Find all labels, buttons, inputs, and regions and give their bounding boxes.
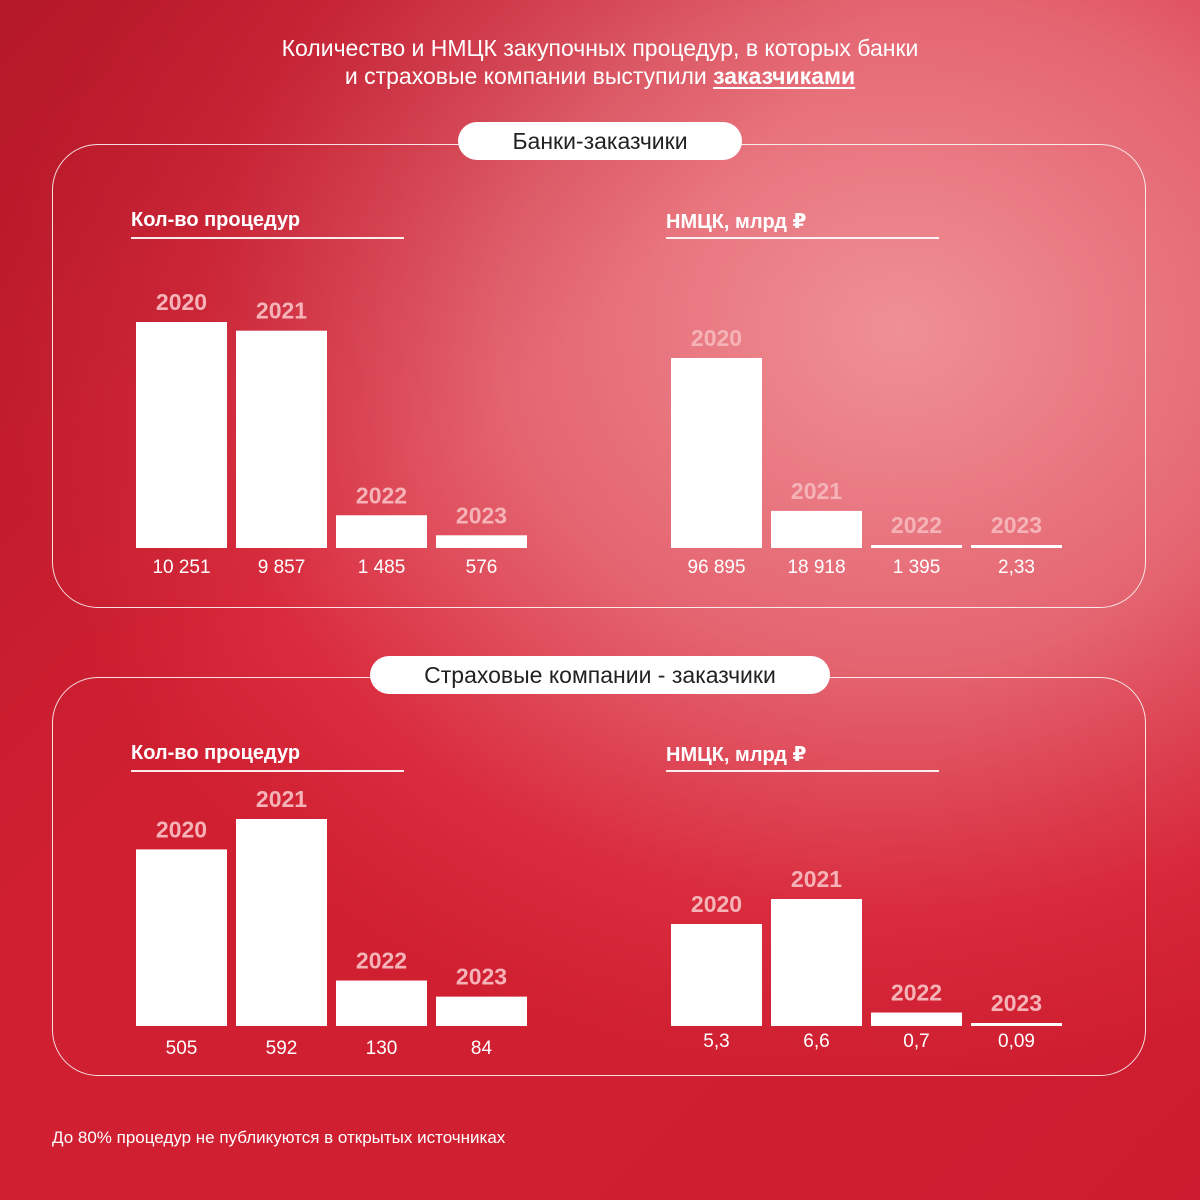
bar-year-label: 2020 [691,891,742,917]
bar-value-label: 576 [466,557,498,578]
bar-year-label: 2021 [256,298,307,324]
bar-year-label: 2021 [256,786,307,812]
banks-nmck-chart: 2020 96 895 2021 18 918 2022 1 395 2023 2,33 [671,325,1062,578]
bar-value-label: 1 395 [893,557,941,578]
bar-value-label: 5,3 [703,1031,729,1052]
bar-2022 [336,980,427,1026]
bar-value-label: 96 895 [687,557,745,578]
page-title-line2: и страховые компании выступили заказчика… [0,62,1200,90]
bar-year-label: 2020 [691,325,742,351]
bar-value-label: 130 [366,1038,398,1059]
bar-year-label: 2023 [456,964,507,990]
bar-value-label: 6,6 [803,1031,829,1052]
bar-value-label: 84 [471,1038,493,1059]
bar-value-label: 592 [266,1038,298,1059]
bar-2020 [671,358,762,548]
bar-year-label: 2020 [156,289,207,315]
chart-title: Кол-во процедур [131,209,301,231]
bar-value-label: 1 485 [358,557,406,578]
bar-year-label: 2021 [791,866,842,892]
chart-title-rule [131,237,404,239]
bar-2020 [671,924,762,1026]
bar-value-label: 2,33 [998,557,1035,578]
insurance-nmck-chart: 2020 5,3 2021 6,6 2022 0,7 2023 0,09 [671,866,1062,1052]
bar-2023 [971,545,1062,548]
chart-title-rule [666,770,939,772]
bar-2022 [871,1012,962,1026]
banks-procedures-chart: 2020 10 251 2021 9 857 2022 1 485 2023 576 [136,289,527,578]
bar-value-label: 0,7 [903,1031,929,1052]
insurance-procedures-chart: 2020 505 2021 592 2022 130 2023 84 [136,786,527,1059]
bar-2023 [436,535,527,548]
chart-title-rule [666,237,939,239]
bar-value-label: 505 [166,1038,198,1059]
bar-year-label: 2020 [156,816,207,842]
page-title: Количество и НМЦК закупочных процедур, в… [0,34,1200,90]
footnote: До 80% процедур не публикуются в открыты… [52,1128,506,1147]
page-title-emphasis: заказчиками [713,63,856,89]
bar-2021 [236,819,327,1026]
bar-year-label: 2022 [891,980,942,1006]
bar-2023 [971,1023,1062,1026]
bar-2020 [136,322,227,548]
bar-year-label: 2023 [456,502,507,528]
bar-year-label: 2023 [991,990,1042,1016]
bar-2022 [871,545,962,548]
bar-2021 [236,330,327,548]
bar-year-label: 2022 [891,512,942,538]
bar-2022 [336,515,427,548]
banks-section-label: Банки-заказчики [458,122,742,160]
bar-2020 [136,849,227,1026]
bar-year-label: 2022 [356,948,407,974]
bar-value-label: 10 251 [152,557,210,578]
page-title-line1: Количество и НМЦК закупочных процедур, в… [281,35,919,61]
bar-year-label: 2023 [991,512,1042,538]
bar-2021 [771,899,862,1026]
insurance-section-label: Страховые компании - заказчики [370,656,830,694]
page-title-line2-text: и страховые компании выступили [344,63,714,89]
bar-value-label: 18 918 [787,557,845,578]
bar-year-label: 2022 [356,482,407,508]
bar-value-label: 0,09 [998,1031,1035,1052]
chart-title: НМЦК, млрд ₽ [666,211,807,233]
bar-value-label: 9 857 [258,557,306,578]
chart-title: НМЦК, млрд ₽ [666,744,807,766]
bar-year-label: 2021 [791,478,842,504]
chart-title-rule [131,770,404,772]
bar-2023 [436,996,527,1026]
chart-title: Кол-во процедур [131,742,301,764]
bar-2021 [771,510,862,548]
